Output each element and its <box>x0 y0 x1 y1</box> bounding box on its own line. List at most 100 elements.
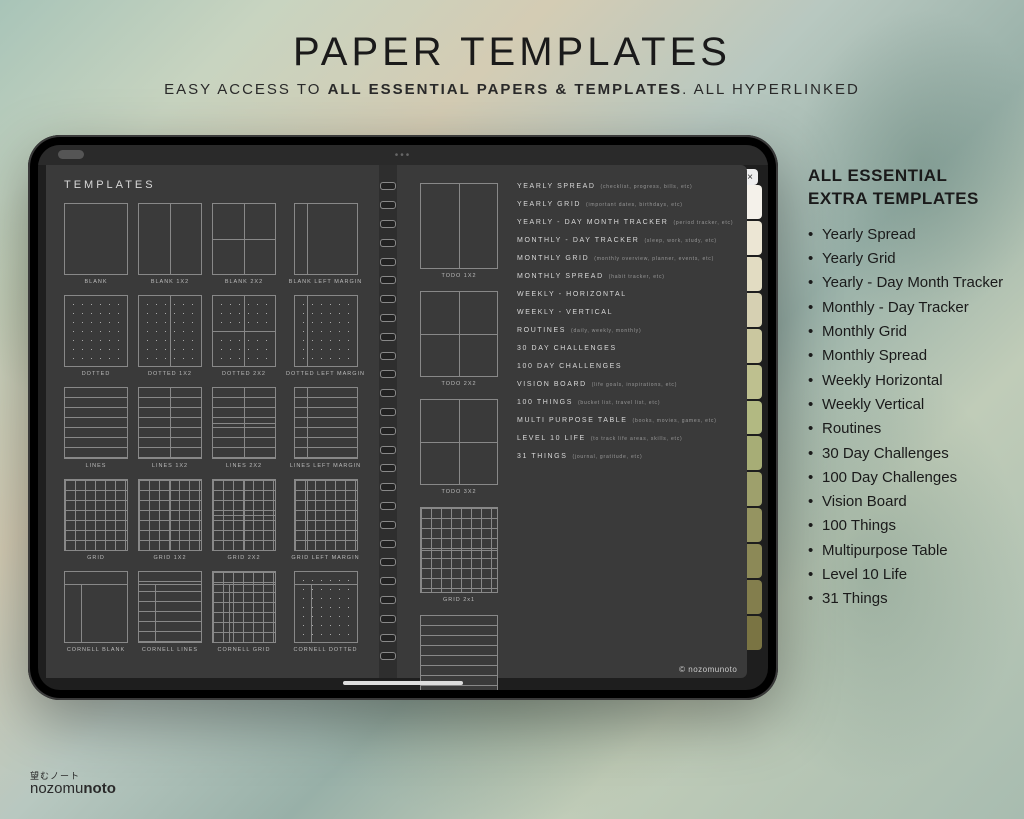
template-thumb[interactable]: CORNELL LINES <box>138 571 202 653</box>
page-subtitle: EASY ACCESS TO ALL ESSENTIAL PAPERS & TE… <box>0 81 1024 98</box>
thumb-label: DOTTED 1X2 <box>148 371 192 377</box>
template-link-label: WEEKLY - VERTICAL <box>517 309 613 316</box>
thumb-preview <box>64 295 128 367</box>
template-link[interactable]: YEARLY - DAY MONTH TRACKER(period tracke… <box>517 219 733 226</box>
page-title: PAPER TEMPLATES <box>0 30 1024 75</box>
thumb-label: GRID <box>87 555 105 561</box>
template-thumb[interactable]: GRID 2x1 <box>415 507 503 603</box>
subtitle-pre: EASY ACCESS TO <box>164 81 327 98</box>
template-link-label: 100 DAY CHALLENGES <box>517 363 622 370</box>
template-thumb[interactable]: BLANK <box>64 203 128 285</box>
template-thumb[interactable]: TODO 1X2 <box>415 183 503 279</box>
template-thumb[interactable]: DOTTED 1X2 <box>138 295 202 377</box>
template-link[interactable]: WEEKLY - VERTICAL <box>517 309 733 316</box>
header: PAPER TEMPLATES EASY ACCESS TO ALL ESSEN… <box>0 30 1024 98</box>
thumb-preview <box>420 183 498 269</box>
thumb-label: TODO 2X2 <box>441 381 476 387</box>
template-link-label: 31 THINGS <box>517 453 567 460</box>
template-thumb[interactable]: TODO 3X2 <box>415 399 503 495</box>
template-thumb[interactable]: BLANK LEFT MARGIN <box>286 203 365 285</box>
template-thumb[interactable]: CORNELL BLANK <box>64 571 128 653</box>
thumb-preview <box>212 479 276 551</box>
thumb-label: CORNELL LINES <box>142 647 198 653</box>
thumb-preview <box>420 291 498 377</box>
template-link[interactable]: LEVEL 10 LIFE(to track life areas, skill… <box>517 435 733 442</box>
template-thumb[interactable]: LINES LEFT MARGIN <box>286 387 365 469</box>
template-link-note: (sleep, work, study, etc) <box>644 238 716 244</box>
thumb-preview <box>420 507 498 593</box>
template-thumb[interactable]: LINES 1X2 <box>138 387 202 469</box>
thumb-preview <box>64 387 128 459</box>
thumb-preview <box>138 479 202 551</box>
template-thumb[interactable]: LINES 2X2 <box>212 387 276 469</box>
sidebar-item: Weekly Horizontal <box>808 369 1004 393</box>
templates-heading: TEMPLATES <box>64 179 365 191</box>
thumb-label: GRID LEFT MARGIN <box>291 555 359 561</box>
template-thumb[interactable]: CORNELL DOTTED <box>286 571 365 653</box>
template-thumb[interactable]: GRID 2X2 <box>212 479 276 561</box>
template-thumb[interactable]: MUSIC <box>415 615 503 690</box>
template-link[interactable]: 100 THINGS(bucket list, travel list, etc… <box>517 399 733 406</box>
thumb-label: LINES 1X2 <box>152 463 188 469</box>
info-sidebar: ALL ESSENTIAL EXTRA TEMPLATES Yearly Spr… <box>808 165 1004 612</box>
sidebar-item: 100 Things <box>808 514 1004 538</box>
thumb-label: BLANK 1X2 <box>151 279 189 285</box>
page-left: TEMPLATES BLANK BLANK 1X2 BLANK 2X2 BLANK L… <box>46 165 379 678</box>
sidebar-item: Yearly Spread <box>808 223 1004 247</box>
template-thumb[interactable]: DOTTED 2X2 <box>212 295 276 377</box>
sidebar-heading: ALL ESSENTIAL EXTRA TEMPLATES <box>808 165 1004 211</box>
template-link-note: (books, movies, games, etc) <box>633 418 717 424</box>
template-thumb[interactable]: GRID <box>64 479 128 561</box>
template-thumb[interactable]: BLANK 2X2 <box>212 203 276 285</box>
thumb-label: DOTTED 2X2 <box>222 371 266 377</box>
thumb-label: BLANK <box>84 279 107 285</box>
brand-en: nozomunoto <box>30 780 116 797</box>
thumb-preview <box>212 203 276 275</box>
thumb-preview <box>64 203 128 275</box>
template-link[interactable]: YEARLY GRID(important dates, birthdays, … <box>517 201 733 208</box>
thumb-label: CORNELL DOTTED <box>294 647 358 653</box>
sidebar-item: Level 10 Life <box>808 563 1004 587</box>
template-link[interactable]: 31 THINGS(journal, gratitude, etc) <box>517 453 733 460</box>
template-link[interactable]: MONTHLY SPREAD(habit tracker, etc) <box>517 273 733 280</box>
thumb-preview <box>64 479 128 551</box>
template-link-note: (monthly overview, planner, events, etc) <box>594 256 714 262</box>
template-link-note: (bucket list, travel list, etc) <box>578 400 660 406</box>
template-link[interactable]: VISION BOARD(life goals, inspirations, e… <box>517 381 733 388</box>
template-thumb[interactable]: CORNELL GRID <box>212 571 276 653</box>
template-link[interactable]: 100 DAY CHALLENGES <box>517 363 733 370</box>
template-link-label: YEARLY - DAY MONTH TRACKER <box>517 219 668 226</box>
template-link[interactable]: MULTI PURPOSE TABLE(books, movies, games… <box>517 417 733 424</box>
template-thumb[interactable]: LINES <box>64 387 128 469</box>
template-link[interactable]: 30 DAY CHALLENGES <box>517 345 733 352</box>
thumb-label: GRID 2x1 <box>443 597 475 603</box>
template-link[interactable]: WEEKLY - HORIZONTAL <box>517 291 733 298</box>
template-link-label: VISION BOARD <box>517 381 587 388</box>
thumb-label: CORNELL BLANK <box>67 647 125 653</box>
template-thumb[interactable]: GRID LEFT MARGIN <box>286 479 365 561</box>
template-link-label: MONTHLY - DAY TRACKER <box>517 237 639 244</box>
page-right: TODO 1X2TODO 2X2TODO 3X2GRID 2x1MUSIC YE… <box>397 165 747 678</box>
template-link[interactable]: YEARLY SPREAD(checklist, progress, bills… <box>517 183 733 190</box>
brand-mark: 望むノート nozomunoto <box>30 769 116 797</box>
thumb-label: BLANK LEFT MARGIN <box>289 279 362 285</box>
thumb-preview <box>294 571 358 643</box>
sidebar-item: Multipurpose Table <box>808 539 1004 563</box>
template-thumb-grid: BLANK BLANK 1X2 BLANK 2X2 BLANK LEFT MARGIN… <box>64 203 365 653</box>
template-link-label: WEEKLY - HORIZONTAL <box>517 291 627 298</box>
template-link[interactable]: MONTHLY GRID(monthly overview, planner, … <box>517 255 733 262</box>
template-thumb[interactable]: BLANK 1X2 <box>138 203 202 285</box>
template-thumb[interactable]: TODO 2X2 <box>415 291 503 387</box>
template-thumb[interactable]: DOTTED LEFT MARGIN <box>286 295 365 377</box>
template-link-label: MONTHLY SPREAD <box>517 273 604 280</box>
template-link[interactable]: MONTHLY - DAY TRACKER (sleep, work, study… <box>517 237 733 244</box>
template-thumb[interactable]: GRID 1X2 <box>138 479 202 561</box>
template-link[interactable]: ROUTINES(daily, weekly, monthly) <box>517 327 733 334</box>
thumb-preview <box>138 203 202 275</box>
template-thumb[interactable]: DOTTED <box>64 295 128 377</box>
sidebar-item: Routines <box>808 417 1004 441</box>
thumb-label: TODO 1X2 <box>441 273 476 279</box>
tablet-screen: ••• × TEMPLATES BLANKBLANK 1X2BLANK 2X2B… <box>38 145 768 690</box>
template-link-list: YEARLY SPREAD(checklist, progress, bills… <box>517 179 733 670</box>
sidebar-item: Vision Board <box>808 490 1004 514</box>
